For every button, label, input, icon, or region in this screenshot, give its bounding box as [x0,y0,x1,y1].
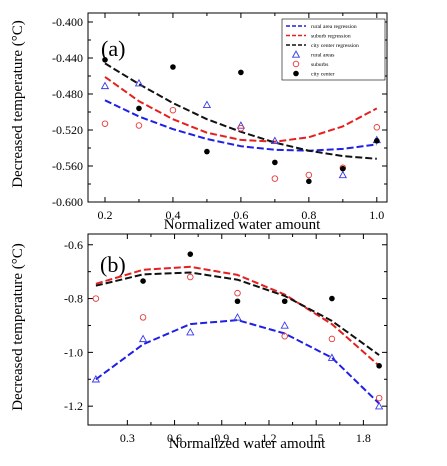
panel-b-y-tick-label: -0.6 [64,238,83,252]
panel-a-city-center-point [102,57,108,63]
panel-a-suburbs-point [135,122,143,129]
panel-a-suburbs-point [169,106,177,114]
panel-a-rural-areas-point [236,121,246,129]
panel-b-plot-frame [87,233,388,426]
panel-b-rural-areas-point [138,334,148,343]
panel-a-legend-rural-areas-label: rural areas [311,53,334,59]
panel-a-legend-city-center-swatch [293,70,299,77]
panel-a-suburbs-point [237,124,245,132]
panel-a-city-center-point [204,148,210,155]
panel-a-suburb-regression-line [104,76,378,143]
panel-a-suburbs-point [271,175,279,182]
panel-b-x-tick-label: 0.9 [214,431,229,445]
panel-a-legend-rural-areas-swatch [291,50,301,58]
panel-a-x-tick-label: 0.2 [97,208,112,222]
panel-a-city-center-point [238,69,244,76]
panel-b-suburbs-point [187,273,194,281]
panel-b-x-tick-label: 0.6 [167,431,182,445]
panel-a-city-center-point [136,105,142,112]
panel-a-rural-areas-point [134,78,144,87]
panel-a-x-tick-label: 0.6 [233,208,248,222]
panel-b-city-center-regression-line [95,271,380,356]
panel-b-city-center-point [329,295,335,302]
panel-b-xlabel: Normalized water amount [169,436,326,452]
panel-b-rural-areas-point [374,401,384,410]
panel-b-rural-area-regression-line [95,319,380,405]
panel-b-city-center-point [376,363,382,369]
panel-b-suburbs-point [281,332,288,340]
panel-b-rural-areas-point [186,327,195,336]
panel-b-suburb-regression-line [95,265,380,367]
panel-a-legend-city-center-regression-label: city center regression [311,43,359,49]
panel-b-x-tick-label: 0.3 [120,431,135,445]
panel-b-city-center-point [140,278,146,284]
panel-b-y-tick-label: -1.0 [64,345,83,359]
panel-b-x-tick-label: 1.5 [309,431,324,445]
panel-a-y-tick-label: -0.480 [52,87,83,101]
panel-a-legend-suburb-regression-label: suburb regression [311,34,351,40]
panel-b-rural-areas-point [233,313,242,321]
panel-a-city-center-point [306,178,312,185]
panel-a-legend-suburbs-swatch [292,60,300,68]
panel-b-rural-areas-point [91,374,101,383]
panel-a-y-tick-label: -0.520 [52,123,83,137]
panel-a-rural-areas-point [270,136,280,144]
panel-a-x-tick-label: 0.8 [301,208,316,222]
panel-b-y-tick-label: -0.8 [64,292,83,306]
panel-b-rural-areas-point [327,353,337,361]
panel-b-x-tick-label: 1.8 [356,431,371,445]
panel-b-suburbs-point [139,314,147,321]
panel-a-legend-rural-area-regression-label: rural area regression [311,24,357,30]
panel-a-rural-areas-point [202,100,212,108]
panel-b-suburbs-point [328,335,336,343]
panel-a-chart: (a) Decreased temperature (°C) Normalize… [10,12,388,233]
panel-a-city-center-point [340,165,346,172]
panel-b-x-tick-label: 1.2 [261,431,276,445]
panel-a-city-center-point [374,138,380,144]
panel-a-x-tick-label: 1.0 [369,208,384,222]
panel-a-y-tick-label: -0.440 [52,51,83,65]
panel-b-chart: (b) Decreased temperature (°C) Normalize… [10,233,388,452]
panel-a-city-center-point [272,159,278,166]
panel-b-suburbs-point [92,295,100,302]
panel-a-suburbs-point [101,120,109,127]
panel-a-y-tick-label: -0.560 [52,159,83,173]
panel-a-x-tick-label: 0.4 [165,208,180,222]
panel-a-y-tick-label: -0.600 [52,195,83,209]
panel-a-city-center-regression-line [104,62,377,160]
panel-b-rural-areas-point [280,321,289,329]
panel-a-rural-areas-point [100,81,110,90]
panel-a-plot-frame [87,12,388,203]
panel-a-rural-area-regression-line [104,99,377,152]
panel-b-city-center-point [234,298,241,305]
panel-a-suburbs-point [373,124,381,131]
panel-a-legend-city-center-label: city center [311,72,335,78]
panel-a-city-center-point [170,64,176,70]
panel-a-xlabel: Normalized water amount [164,217,321,233]
panel-b-city-center-point [187,251,194,257]
panel-a-legend-box [281,18,386,81]
panel-a-rural-areas-point [338,170,347,179]
panel-b-ylabel: Decreased temperature (°C) [10,243,26,411]
panel-a-ylabel: Decreased temperature (°C) [10,20,26,188]
panel-b-label: (b) [100,252,126,277]
panel-b-suburbs-point [234,289,241,297]
panel-a-legend-suburbs-label: suburbs [311,62,328,68]
panel-a-label: (a) [101,36,125,61]
panel-a-y-tick-label: -0.400 [52,15,83,29]
panel-a-suburbs-point [305,171,313,179]
panel-b-city-center-point [281,298,288,305]
panel-b-y-tick-label: -1.2 [64,399,83,413]
panel-b-suburbs-point [375,394,383,402]
